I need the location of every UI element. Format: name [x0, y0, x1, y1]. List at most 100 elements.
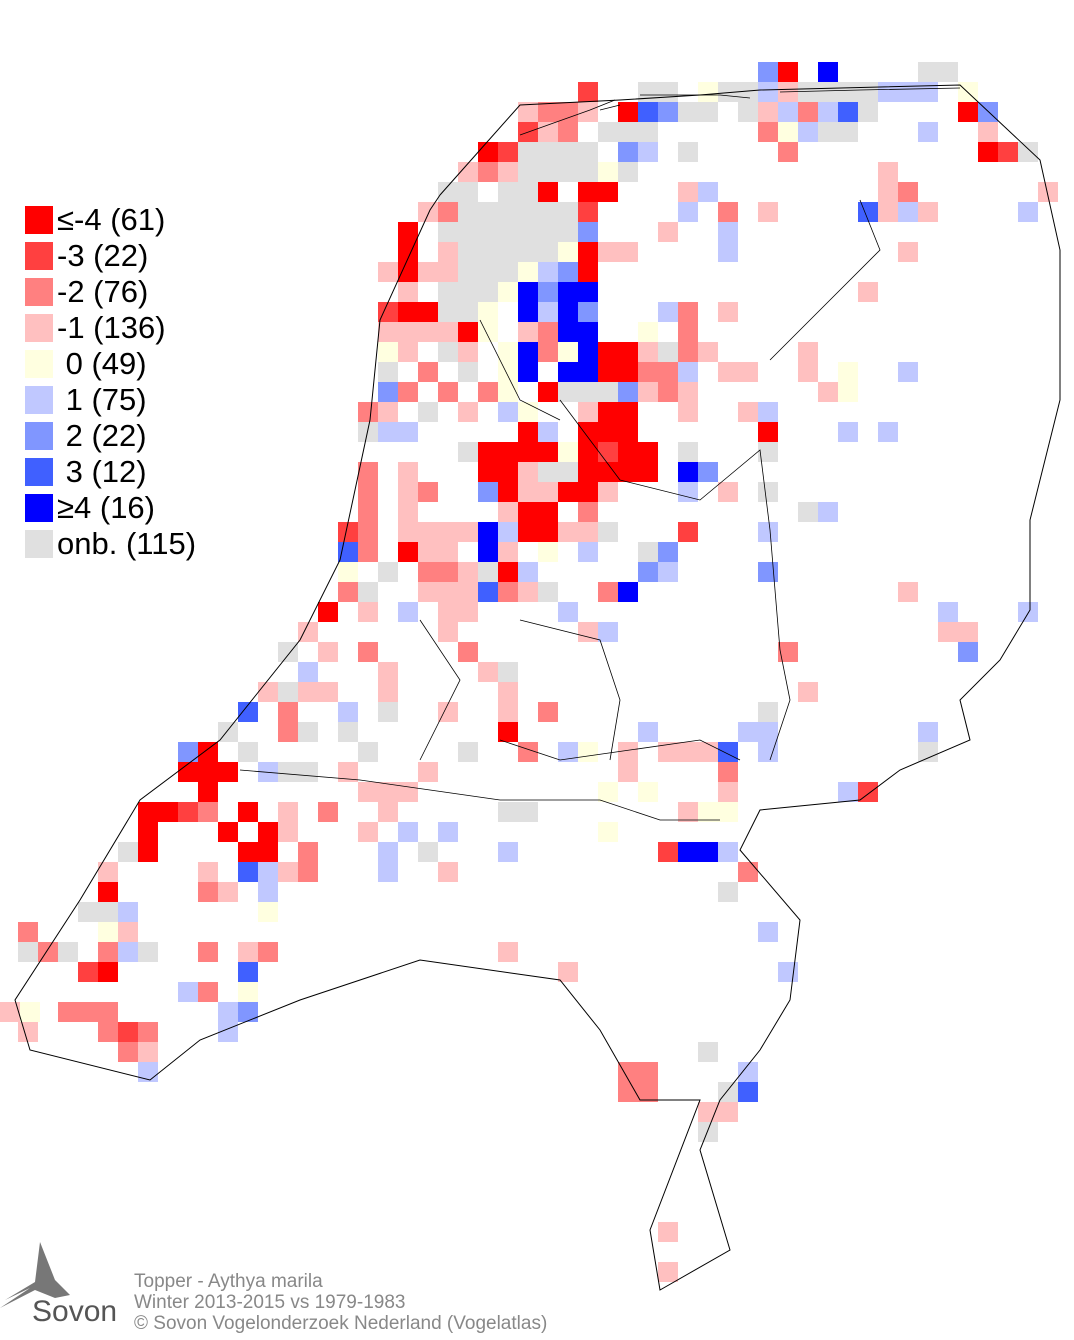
grid-cell: [438, 582, 458, 602]
grid-cell: [478, 382, 498, 402]
grid-cell: [238, 842, 258, 862]
grid-cell: [678, 342, 698, 362]
grid-cell: [338, 582, 358, 602]
grid-cell: [518, 302, 538, 322]
grid-cell: [578, 382, 598, 402]
grid-cell: [618, 382, 638, 402]
grid-cell: [518, 522, 538, 542]
grid-cell: [638, 142, 658, 162]
legend-item: ≥4 (16): [25, 490, 196, 526]
grid-cell: [658, 1222, 678, 1242]
legend-swatch: [25, 314, 53, 342]
grid-cell: [598, 402, 618, 422]
grid-cell: [98, 882, 118, 902]
grid-cell: [358, 822, 378, 842]
grid-cell: [598, 782, 618, 802]
grid-cell: [498, 262, 518, 282]
legend-label: -3 (22): [57, 238, 149, 273]
grid-cell: [358, 782, 378, 802]
grid-cell: [358, 482, 378, 502]
grid-cell: [638, 382, 658, 402]
grid-cell: [438, 202, 458, 222]
grid-cell: [438, 522, 458, 542]
grid-cell: [158, 802, 178, 822]
grid-cell: [758, 202, 778, 222]
grid-cell: [618, 402, 638, 422]
grid-cell: [678, 382, 698, 402]
grid-cell: [518, 362, 538, 382]
grid-cell: [78, 902, 98, 922]
grid-cell: [98, 1022, 118, 1042]
grid-cell: [658, 102, 678, 122]
grid-cell: [758, 102, 778, 122]
grid-cell: [618, 762, 638, 782]
legend-swatch: [25, 206, 53, 234]
grid-cell: [1018, 602, 1038, 622]
grid-cell: [678, 302, 698, 322]
grid-cell: [498, 182, 518, 202]
grid-cell: [118, 902, 138, 922]
grid-cell: [498, 542, 518, 562]
period: Winter 2013-2015 vs 1979-1983: [134, 1292, 406, 1313]
legend-label: onb. (115): [57, 526, 197, 561]
grid-cell: [518, 742, 538, 762]
grid-cell: [558, 162, 578, 182]
grid-cell: [238, 1002, 258, 1022]
grid-cell: [538, 542, 558, 562]
grid-cell: [358, 502, 378, 522]
grid-cell: [498, 362, 518, 382]
grid-cell: [498, 382, 518, 402]
grid-cell: [718, 302, 738, 322]
grid-cell: [378, 362, 398, 382]
grid-cell: [758, 122, 778, 142]
grid-cell: [258, 682, 278, 702]
legend-label: -2 (76): [57, 274, 149, 309]
grid-cell: [518, 462, 538, 482]
grid-cell: [458, 362, 478, 382]
grid-cell: [458, 322, 478, 342]
grid-cell: [498, 722, 518, 742]
grid-cell: [498, 342, 518, 362]
grid-cell: [138, 1022, 158, 1042]
grid-cell: [458, 402, 478, 422]
grid-cell: [198, 862, 218, 882]
grid-cell: [378, 802, 398, 822]
grid-cell: [578, 522, 598, 542]
grid-cell: [498, 582, 518, 602]
grid-cell: [438, 382, 458, 402]
grid-cell: [378, 702, 398, 722]
grid-cell: [778, 102, 798, 122]
grid-cell: [178, 982, 198, 1002]
grid-cell: [498, 402, 518, 422]
grid-cell: [478, 442, 498, 462]
grid-cell: [558, 342, 578, 362]
grid-cell: [278, 722, 298, 742]
grid-cell: [498, 682, 518, 702]
grid-cell: [858, 282, 878, 302]
grid-cell: [298, 862, 318, 882]
grid-cell: [418, 522, 438, 542]
grid-cell: [718, 802, 738, 822]
grid-cell: [538, 222, 558, 242]
grid-cell: [238, 802, 258, 822]
grid-cell: [838, 422, 858, 442]
grid-cell: [378, 662, 398, 682]
grid-cell: [338, 542, 358, 562]
legend-swatch: [25, 530, 53, 558]
grid-cell: [798, 82, 818, 102]
grid-cell: [918, 82, 938, 102]
grid-cell: [398, 422, 418, 442]
grid-cell: [658, 742, 678, 762]
grid-cell: [578, 622, 598, 642]
copyright: © Sovon Vogelonderzoek Nederland (Vogela…: [134, 1313, 548, 1334]
grid-cell: [378, 782, 398, 802]
grid-cell: [478, 282, 498, 302]
grid-cell: [398, 382, 418, 402]
grid-cell: [238, 962, 258, 982]
grid-cell: [538, 142, 558, 162]
grid-cell: [778, 62, 798, 82]
grid-cell: [438, 182, 458, 202]
grid-cell: [458, 202, 478, 222]
legend-item: -3 (22): [25, 238, 196, 274]
